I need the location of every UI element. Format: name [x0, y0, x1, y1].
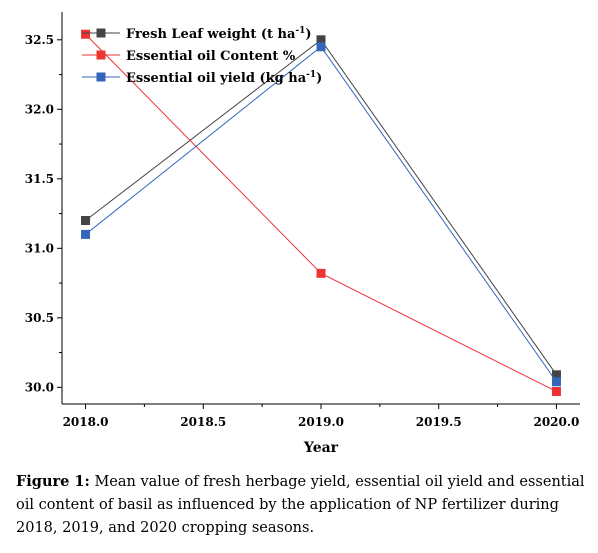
x-tick-label: 2019.0 [298, 415, 344, 429]
legend-label: Essential oil Content % [126, 49, 296, 64]
series-3 [81, 42, 561, 387]
legend-entry-1: Fresh Leaf weight (t ha-1) [82, 26, 312, 42]
data-point [316, 42, 326, 52]
x-tick-label: 2018.5 [180, 415, 226, 429]
series-line [85, 39, 557, 376]
x-tick-label: 2019.5 [416, 415, 462, 429]
y-tick-label: 32.5 [25, 33, 54, 47]
legend-entry-2: Essential oil Content % [82, 49, 296, 64]
caption-label: Figure 1: [16, 473, 90, 490]
series-line [85, 33, 557, 392]
line-chart: 30.0 30.5 31.0 31.5 32.0 32.5 2018.0 2018.5 2019… [25, 12, 580, 456]
chart-series [81, 29, 561, 396]
data-point [316, 35, 326, 45]
x-axis-title: Year [303, 440, 339, 456]
y-tick-label: 31.5 [25, 172, 54, 186]
x-tick-label: 2020.0 [533, 415, 579, 429]
figure-caption: Figure 1: Mean value of fresh herbage yi… [16, 470, 586, 540]
legend-marker [96, 72, 106, 82]
x-tick-label: 2018.0 [63, 415, 109, 429]
data-point [316, 268, 326, 278]
legend-entry-3: Essential oil yield (kg ha-1) [82, 70, 322, 86]
legend-marker [96, 28, 106, 38]
series-line [85, 46, 557, 383]
caption-text: Mean value of fresh herbage yield, essen… [16, 474, 585, 536]
y-tick-label: 30.5 [25, 311, 54, 325]
data-point [551, 377, 561, 387]
legend-label: Fresh Leaf weight (t ha-1) [126, 26, 312, 42]
data-point [81, 229, 91, 239]
data-point [551, 386, 561, 396]
y-tick-label: 32.0 [25, 102, 54, 116]
chart-axes: 30.0 30.5 31.0 31.5 32.0 32.5 2018.0 2018.5 2019… [25, 12, 580, 429]
data-point [551, 370, 561, 380]
data-point [81, 29, 91, 39]
legend-marker [96, 50, 106, 60]
legend-label: Essential oil yield (kg ha-1) [126, 70, 322, 86]
chart-legend: Fresh Leaf weight (t ha-1) Essential oil … [82, 26, 322, 86]
y-tick-label: 31.0 [25, 241, 54, 255]
data-point [81, 216, 91, 226]
y-tick-label: 30.0 [25, 380, 54, 394]
series-2 [81, 29, 561, 396]
series-1 [81, 35, 561, 380]
